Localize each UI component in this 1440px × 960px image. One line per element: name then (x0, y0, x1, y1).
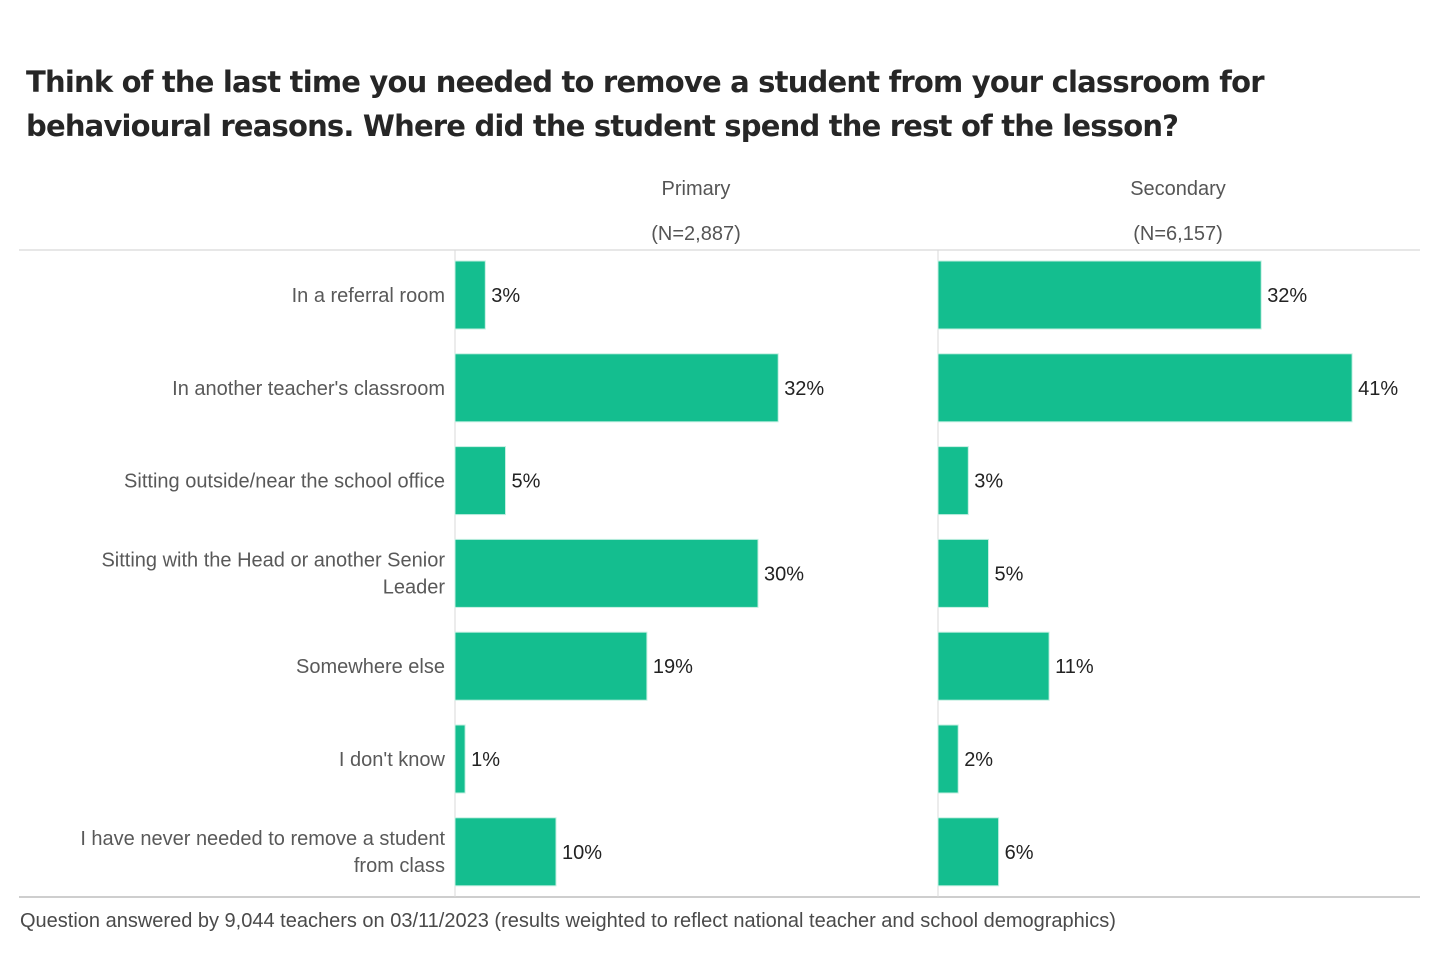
data-label: 10% (562, 842, 602, 864)
data-label: 32% (784, 378, 824, 400)
data-label: 32% (1267, 285, 1307, 307)
data-label: 5% (995, 563, 1024, 585)
data-label: 6% (1005, 842, 1034, 864)
panel-header-1: Secondary (1130, 178, 1226, 200)
panel-subheader-0: (N=2,887) (651, 223, 741, 245)
bar (937, 446, 969, 516)
panel-header-0: Primary (662, 178, 731, 200)
bar (454, 538, 759, 608)
category-label: In a referral room (292, 285, 445, 307)
bar (454, 817, 557, 887)
bar (454, 353, 779, 423)
data-label: 5% (512, 471, 541, 493)
bar (454, 631, 648, 701)
bar (937, 538, 989, 608)
category-label: Sitting with the Head or another Senior L… (101, 549, 445, 598)
data-label: 3% (491, 285, 520, 307)
bar (937, 817, 1000, 887)
data-label: 30% (764, 563, 804, 585)
bar (937, 353, 1353, 423)
category-label: Sitting outside/near the school office (124, 471, 445, 493)
data-label: 3% (974, 471, 1003, 493)
data-label: 11% (1055, 656, 1094, 678)
bar (454, 724, 466, 794)
chart-title: Think of the last time you needed to rem… (26, 65, 1265, 143)
bar (937, 724, 959, 794)
data-label: 41% (1358, 378, 1398, 400)
category-label: I have never needed to remove a student f… (80, 828, 445, 877)
bar (937, 260, 1262, 330)
category-label: Somewhere else (296, 656, 445, 678)
category-label: In another teacher's classroom (172, 378, 445, 400)
data-label: 19% (653, 656, 693, 678)
bar (454, 446, 506, 516)
footnote: Question answered by 9,044 teachers on 0… (20, 910, 1116, 932)
panel-subheader-1: (N=6,157) (1133, 223, 1223, 245)
bar (937, 631, 1050, 701)
category-label: I don't know (339, 749, 446, 771)
bar (454, 260, 486, 330)
data-label: 2% (964, 749, 993, 771)
data-label: 1% (471, 749, 500, 771)
